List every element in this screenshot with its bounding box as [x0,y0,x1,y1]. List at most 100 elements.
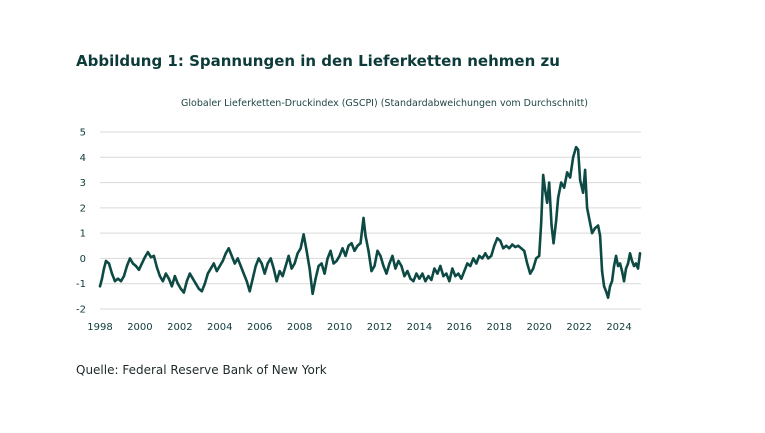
data-point [164,272,168,275]
data-point [287,254,290,258]
y-tick-label: 2 [80,203,86,214]
data-point [149,255,153,259]
data-point [539,221,543,225]
data-point [532,267,535,270]
data-point [520,247,523,250]
data-point [493,244,496,247]
data-point [421,272,424,275]
data-point [602,285,606,288]
data-point [610,279,614,283]
data-point [341,247,344,250]
data-point [554,219,558,222]
data-point [260,262,263,265]
data-point [606,296,610,299]
x-tick-label: 2010 [327,322,352,333]
data-point [353,249,356,253]
data-point [638,252,642,255]
data-point [173,274,177,278]
data-point [618,262,622,265]
data-point [612,264,616,268]
data-point [463,269,466,273]
data-point [137,268,141,272]
data-point [128,257,132,260]
x-tick-label: 2006 [247,322,272,333]
data-point [332,262,335,265]
data-point [552,242,555,245]
x-tick-label: 2014 [407,322,432,333]
data-point [329,249,332,253]
source-note: Quelle: Federal Reserve Bank of New York [76,363,327,377]
data-point [460,277,463,280]
data-point [209,267,212,270]
data-point [104,259,108,263]
data-point [102,267,106,270]
data-point [185,279,189,283]
data-point [281,274,284,278]
x-tick-label: 2012 [367,322,392,333]
data-point [203,282,207,285]
y-tick-label: 1 [80,229,86,240]
data-point [233,262,236,265]
data-point [412,279,415,283]
data-point [478,254,481,258]
data-point [556,196,560,199]
data-point [490,254,493,258]
data-point [116,277,120,280]
data-point [523,249,526,253]
data-point [100,277,104,280]
data-point [376,249,379,253]
data-point [379,254,382,258]
x-tick-label: 2024 [606,322,631,333]
data-point [113,279,117,283]
y-tick-label: 5 [80,128,86,139]
data-point [406,269,409,273]
data-point [472,257,475,260]
data-point [119,279,123,283]
data-point [547,181,551,184]
data-point [636,267,640,270]
data-point [620,269,624,273]
data-point [630,259,634,263]
x-axis-ticks: 1998 2000 2002 2004 2006 2008 2010 2012 2014 2016… [87,322,631,333]
data-point [362,216,365,220]
data-point [469,264,472,268]
data-point [254,264,257,268]
data-point [197,287,201,290]
data-point [484,252,487,255]
y-tick-label: 3 [80,178,86,189]
data-point [338,254,341,258]
data-point [608,285,612,288]
data-point [578,178,582,182]
data-point [275,279,278,283]
data-point [370,269,373,273]
y-axis-ticks: 5 4 3 2 1 0 -1 -2 [76,128,86,316]
data-point [290,267,293,270]
y-tick-label: -1 [76,279,86,290]
data-point [457,272,460,275]
data-point [182,291,186,294]
data-point [221,259,224,263]
data-point [242,272,245,275]
data-point [585,206,589,210]
data-point [626,262,630,265]
data-point [140,262,144,265]
data-point [350,242,353,245]
data-point [388,262,391,265]
data-point [263,272,266,275]
data-point [143,255,147,259]
data-point [604,290,608,293]
data-point [227,247,230,250]
data-point [448,279,451,283]
data-point [439,264,442,268]
data-point [622,279,626,283]
data-point [571,156,575,159]
x-tick-label: 2000 [127,322,152,333]
grid-lines [100,131,641,310]
data-point [543,188,547,192]
data-point [364,234,367,237]
data-point [581,191,585,194]
figure-title: Abbildung 1: Spannungen in den Lieferket… [76,52,560,70]
data-point [206,272,209,275]
data-point [568,176,572,179]
data-point [614,254,618,258]
